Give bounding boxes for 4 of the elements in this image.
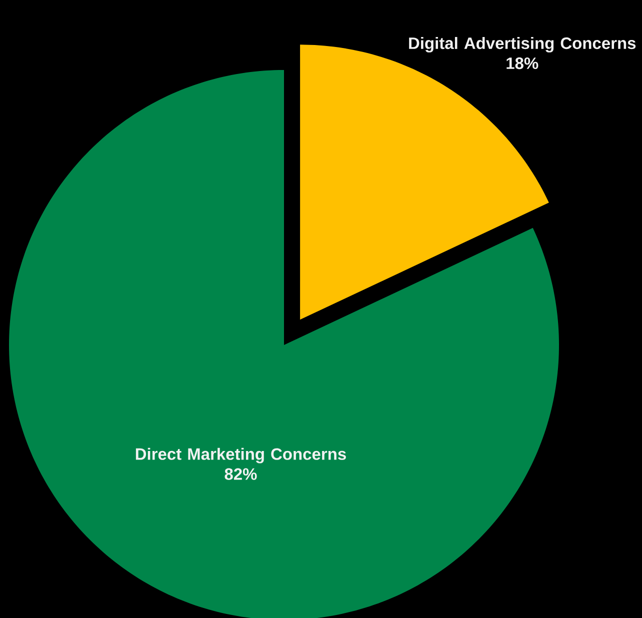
data-label: 18% xyxy=(506,57,538,70)
slice-label: Digital Advertising Concerns xyxy=(409,36,636,52)
slice-label: Direct Marketing Concerns xyxy=(136,448,346,464)
data-label: 82% xyxy=(224,468,257,480)
